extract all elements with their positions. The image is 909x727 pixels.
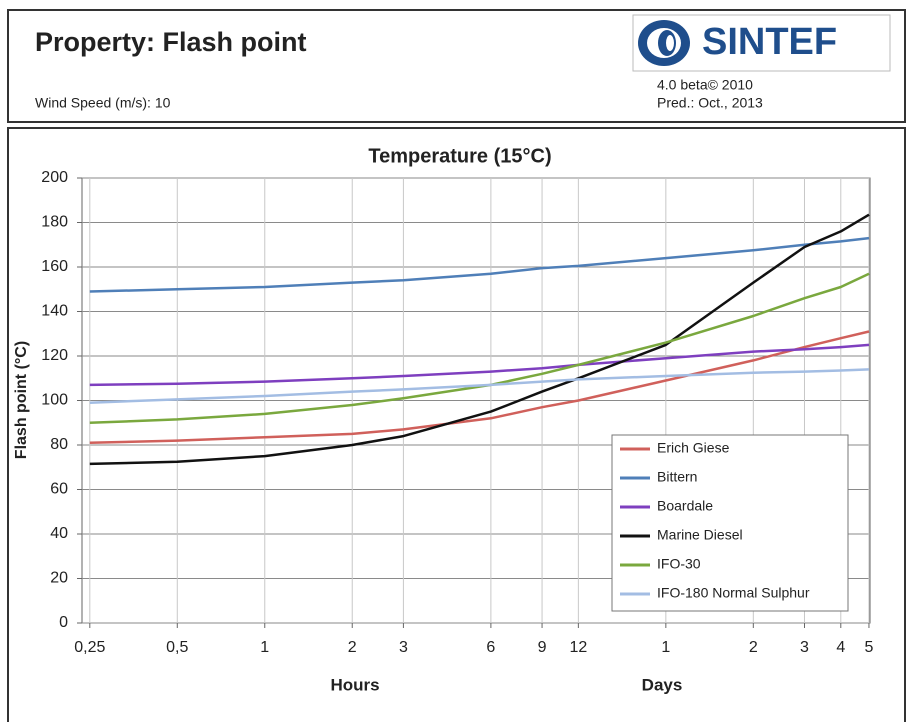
x-tick-label: 5 [864, 639, 873, 656]
legend-label: Boardale [657, 498, 713, 514]
y-tick-label: 60 [50, 481, 68, 498]
version: 4.0 beta© 2010 [657, 77, 753, 93]
x-tick-label: 3 [800, 639, 809, 656]
chart-box [7, 127, 906, 727]
legend: Erich Giese Bittern Boardale Marine Diesel I… [611, 434, 849, 612]
legend-label: Bittern [657, 469, 697, 485]
y-axis-label: Flash point (°C) [13, 341, 30, 459]
y-tick-label: 120 [41, 347, 68, 364]
series-line [89, 213, 870, 466]
x-tick-label: 4 [836, 639, 845, 656]
x-tick-label: 0,25 [74, 639, 105, 656]
y-tick-label: 20 [50, 570, 68, 587]
logo-icon [638, 20, 690, 66]
page-title: Property: Flash point [35, 27, 307, 57]
legend-label: IFO-30 [657, 556, 701, 572]
header-box [7, 9, 906, 123]
y-tick-label: 180 [41, 214, 68, 231]
x-tick-label: 2 [348, 639, 357, 656]
legend-label: Marine Diesel [657, 527, 743, 543]
series-line [89, 368, 870, 404]
series-line [89, 236, 870, 293]
chart-title: Temperature (15°C) [368, 145, 551, 167]
y-tick-label: 80 [50, 436, 68, 453]
series-line [89, 343, 870, 387]
series-line [89, 330, 870, 445]
x-tick-label: 3 [399, 639, 408, 656]
logo-text: SINTEF [702, 21, 837, 63]
annotation: Hours [330, 675, 379, 694]
x-tick-label: 2 [749, 639, 758, 656]
series-line [89, 272, 870, 425]
x-tick-label: 12 [569, 639, 587, 656]
wind-speed: Wind Speed (m/s): 10 [35, 95, 171, 111]
y-tick-label: 160 [41, 258, 68, 275]
x-tick-label: 0,5 [166, 639, 188, 656]
y-tick-label: 140 [41, 303, 68, 320]
x-tick-label: 1 [661, 639, 670, 656]
x-tick-label: 1 [260, 639, 269, 656]
legend-box [611, 434, 849, 612]
y-tick-label: 40 [50, 525, 68, 542]
prediction: Pred.: Oct., 2013 [657, 95, 763, 111]
x-tick-label: 9 [538, 639, 547, 656]
y-tick-label: 200 [41, 169, 68, 186]
y-tick-label: 0 [59, 614, 68, 631]
legend-label: IFO-180 Normal Sulphur [657, 585, 810, 601]
annotation: Days [642, 675, 683, 694]
x-tick-label: 6 [486, 639, 495, 656]
y-tick-label: 100 [41, 392, 68, 409]
legend-label: Erich Giese [657, 440, 730, 456]
